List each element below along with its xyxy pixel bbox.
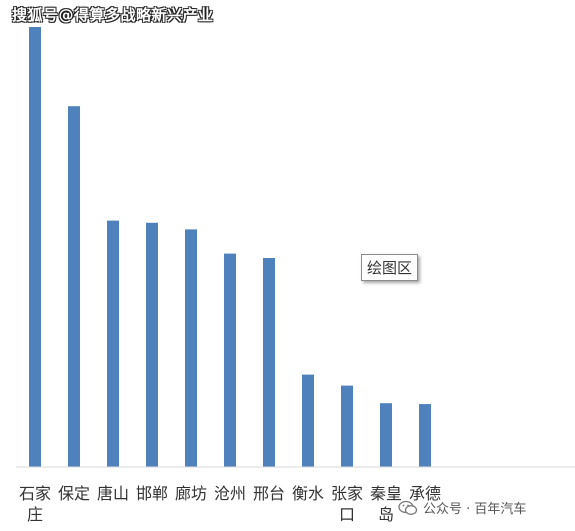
- bar-9: [341, 385, 353, 467]
- tick-label-1: 石家庄: [19, 484, 51, 524]
- bar-6: [224, 253, 236, 467]
- tick-label-5: 廊坊: [175, 484, 207, 503]
- tick-label-6: 沧州: [214, 484, 246, 503]
- tick-label-3: 唐山: [97, 484, 129, 503]
- plot-area-tooltip: 绘图区: [361, 254, 419, 281]
- tick-label-4: 邯郸: [136, 484, 168, 503]
- bar-8: [302, 374, 314, 467]
- bar-5: [185, 229, 197, 467]
- tick-label-10: 秦皇岛: [370, 484, 402, 524]
- bar-11: [419, 404, 431, 467]
- bars-group: [29, 27, 431, 467]
- tick-label-7: 邢台: [253, 484, 285, 503]
- tick-label-2: 保定: [58, 484, 90, 503]
- footer-watermark: 公众号 · 百年汽车: [398, 498, 526, 517]
- bar-7: [263, 258, 275, 467]
- tick-label-9: 张家口: [331, 484, 363, 524]
- bar-4: [146, 222, 158, 467]
- wechat-icon: [398, 500, 418, 515]
- footer-watermark-text: 公众号 · 百年汽车: [423, 502, 527, 517]
- bar-3: [107, 220, 119, 467]
- header-watermark: 搜狐号@得算多战略新兴产业: [12, 6, 214, 24]
- tick-label-11: 承德: [409, 484, 441, 503]
- tick-label-8: 衡水: [292, 484, 324, 503]
- bar-1: [29, 27, 41, 467]
- bar-2: [68, 106, 80, 467]
- bar-10: [380, 403, 392, 467]
